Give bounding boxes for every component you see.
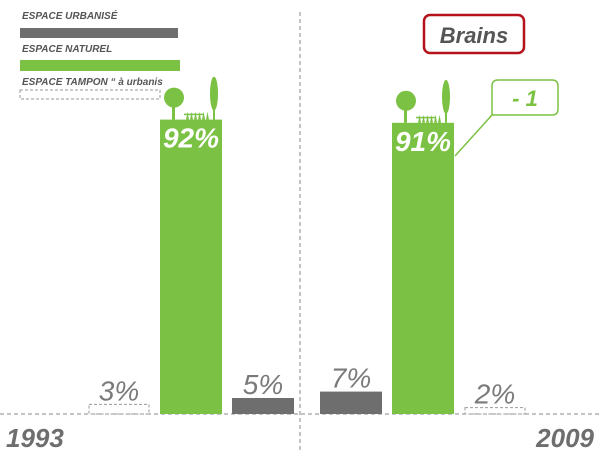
year-label-2009: 2009 <box>535 423 594 450</box>
trees-2009 <box>396 79 450 123</box>
bar-label-1993-buffer: 3% <box>99 375 139 406</box>
bar-label-2009-urban: 7% <box>331 363 371 394</box>
legend: ESPACE URBANISÉ ESPACE NATUREL ESPACE TA… <box>19 9 180 100</box>
callout-brains-box <box>422 13 526 55</box>
bar-label-2009-natural: 91% <box>395 126 451 157</box>
callout-minus-one-leader <box>454 114 493 157</box>
callout-minus-one: - 1 <box>454 79 559 157</box>
bar-1993-urban <box>232 398 294 414</box>
legend-swatch-natural <box>20 60 180 71</box>
legend-label-urban: ESPACE URBANISÉ <box>22 9 118 22</box>
legend-swatch-buffer <box>19 89 161 100</box>
bar-2009-buffer <box>464 407 526 415</box>
callout-brains-text: Brains <box>440 23 508 48</box>
bar-1993-buffer <box>88 403 150 415</box>
bars: 3% 92% 5% 7% 91% 2% <box>88 119 526 415</box>
trees-1993 <box>164 76 218 120</box>
callout-minus-one-box <box>491 79 559 116</box>
legend-swatch-urban <box>20 28 178 38</box>
legend-label-natural: ESPACE NATUREL <box>22 44 112 55</box>
bar-2009-urban <box>320 391 382 414</box>
bar-1993-natural <box>160 119 222 414</box>
tree-decorations <box>164 76 450 123</box>
bar-2009-natural <box>392 122 454 415</box>
legend-label-buffer: ESPACE TAMPON “ à urbanis <box>22 77 163 88</box>
bar-label-1993-natural: 92% <box>163 123 219 154</box>
bar-label-1993-urban: 5% <box>243 369 283 400</box>
year-label-1993: 1993 <box>6 423 64 450</box>
bar-label-2009-buffer: 2% <box>474 379 515 410</box>
callout-minus-one-text: - 1 <box>512 86 538 111</box>
callout-brains: Brains <box>422 13 526 55</box>
